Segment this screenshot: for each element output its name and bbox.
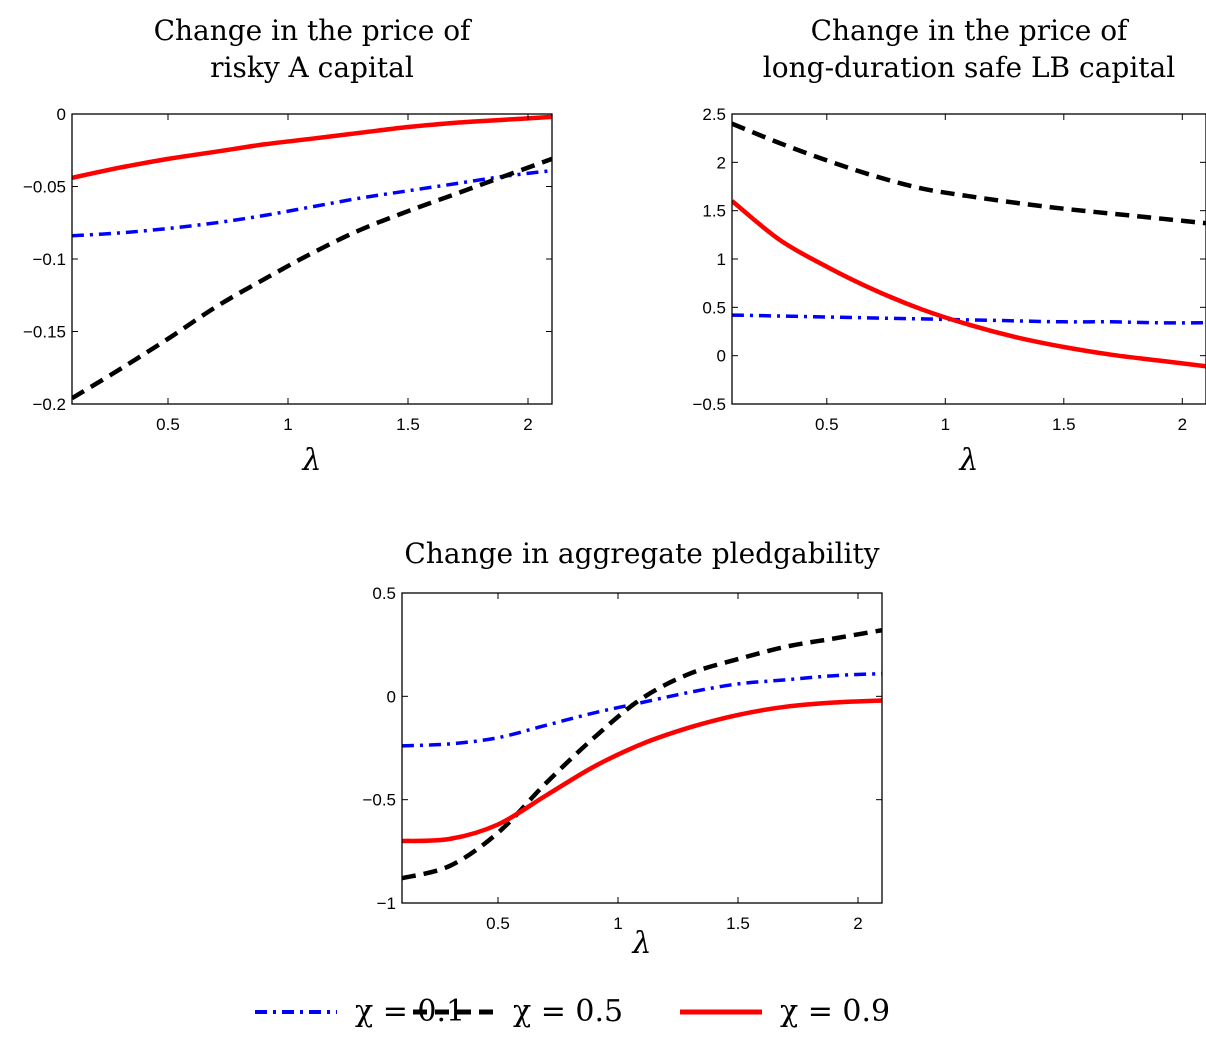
panel-2-ytick-label: −0.5 [692,395,726,414]
panel-1-series-2-line [72,156,552,401]
panel-2-ytick-label: 1 [717,250,726,269]
panel-3-title-line-1: Change in aggregate pledgability [404,537,879,570]
panel-3: Change in aggregate pledgability 0.5 1 1.5 2… [362,537,883,961]
panel-1-ytick-label: 0 [57,105,66,124]
panel-2-ytick-label: 1.5 [702,202,726,221]
panel-2-ytick-label: 0 [717,347,726,366]
panel-2: Change in the price of long-duration safe… [692,14,1206,478]
panel-2-frame [731,113,1206,405]
panel-2-series-1-line [732,313,1206,325]
panel-1-ytick-label: −0.2 [32,395,66,414]
panel-3-ytick-label: 0 [387,687,396,706]
panel-2-ytick-label: 2.5 [702,105,726,124]
panel-1-xtick-label: 1.5 [396,415,420,434]
panel-2-xtick-label: 1 [941,415,950,434]
panel-2-xtick-label: 1.5 [1052,415,1076,434]
legend-label-3: χ = 0.9 [780,994,890,1029]
panel-1-xtick-label: 0.5 [156,415,180,434]
panel-1-ytick-label: −0.15 [23,323,66,342]
panel-2-series-3-line [732,199,1206,369]
panel-2-xtick-label: 0.5 [815,415,839,434]
panel-1: Change in the price of risky A capital 0.5… [23,14,553,478]
panel-1-xtick-label: 1 [283,415,292,434]
panel-2-ytick-label: 0.5 [702,298,726,317]
legend-label-2: χ = 0.5 [513,994,623,1029]
panel-2-title-line-2: long-duration safe LB capital [763,51,1175,84]
panel-2-series-2-line [732,121,1206,226]
panel-3-xtick-label: 1 [613,914,622,933]
panel-3-series-1-line [402,671,882,748]
panel-1-ytick-label: −0.05 [23,178,66,197]
panel-1-ytick-label: −0.1 [32,250,66,269]
panel-3-xtick-label: 0.5 [486,914,510,933]
legend: χ = 0.1 χ = 0.5 χ = 0.9 [255,994,890,1029]
panel-1-title-line-2: risky A capital [210,51,414,84]
panel-3-frame [401,592,883,904]
panel-2-ytick-label: 2 [717,153,726,172]
panel-2-xlabel: λ [958,443,978,478]
panel-2-xtick-label: 2 [1178,415,1187,434]
panel-3-ytick-label: −1 [377,894,396,913]
panel-3-ytick-label: 0.5 [372,584,396,603]
panel-1-title-line-1: Change in the price of [154,14,473,47]
panel-3-series-3-line [402,698,882,844]
panel-1-xtick-label: 2 [523,415,532,434]
panel-3-ytick-label: −0.5 [362,791,396,810]
panel-2-title-line-1: Change in the price of [811,14,1130,47]
panel-1-xlabel: λ [301,443,321,478]
panel-3-xtick-label: 1.5 [726,914,750,933]
panel-1-series-3-line [72,114,552,181]
panel-3-series-2-line [402,627,882,881]
panel-1-series-1-line [72,168,552,238]
panel-3-xlabel: λ [631,926,651,961]
panel-1-frame [71,113,553,405]
panel-3-xtick-label: 2 [853,914,862,933]
